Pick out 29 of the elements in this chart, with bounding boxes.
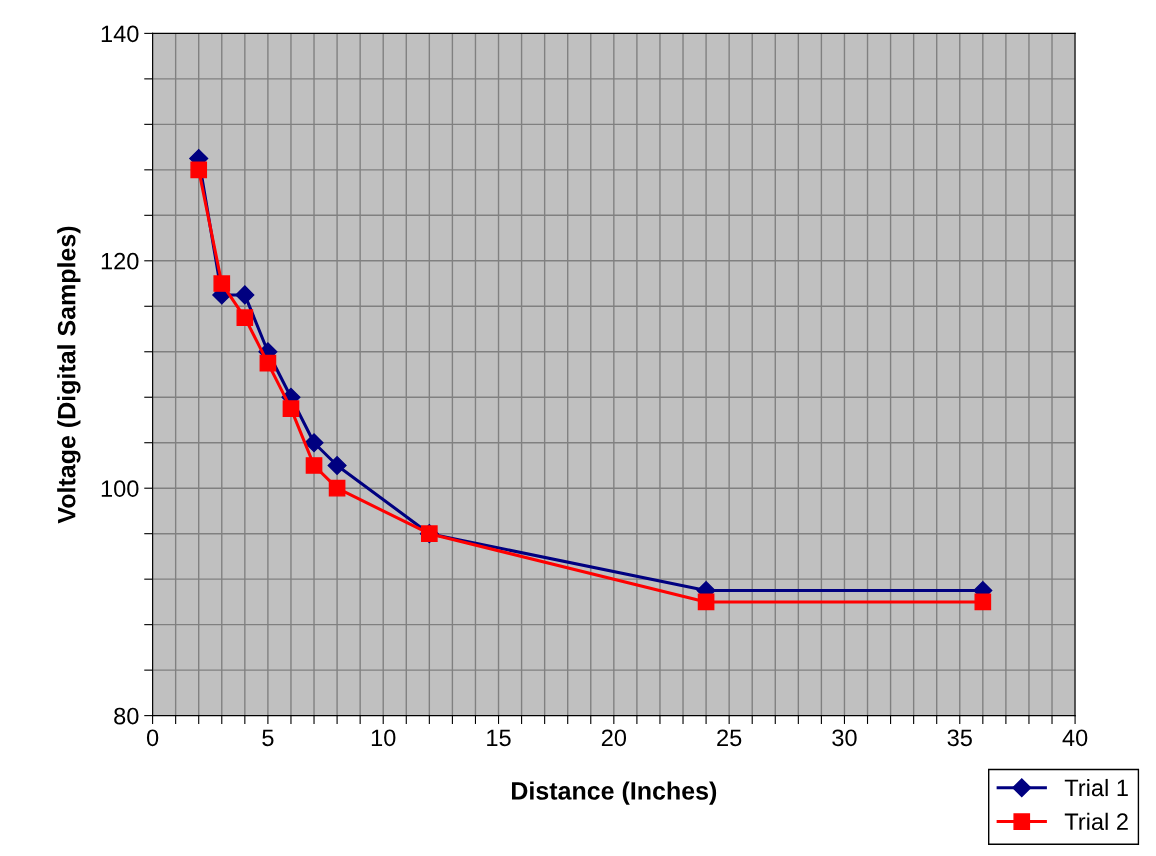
x-tick-label: 40 — [1062, 729, 1088, 747]
x-tick-label: 15 — [487, 729, 511, 747]
x-tick-label: 20 — [601, 729, 627, 747]
point — [304, 433, 324, 453]
point — [282, 400, 300, 417]
point — [236, 309, 254, 326]
x-tick-label: 5 — [262, 729, 274, 747]
y-tick-label: 80 — [114, 707, 139, 725]
point — [974, 593, 992, 611]
y-axis-title: Voltage (Digital Samples) — [57, 226, 81, 524]
legend-label: Trial 2 — [1064, 812, 1128, 831]
point — [697, 593, 715, 611]
y-tick-label: 120 — [101, 252, 139, 270]
point — [305, 457, 323, 474]
y-tick-label: 100 — [101, 480, 139, 497]
x-axis-title: Distance (Inches) — [512, 781, 717, 805]
point — [327, 455, 347, 475]
point — [259, 354, 277, 372]
legend-label: Trial 1 — [1064, 778, 1128, 797]
x-tick-label: 25 — [717, 729, 742, 747]
point — [190, 161, 208, 179]
x-tick-label: 10 — [371, 729, 396, 747]
x-tick-label: 30 — [832, 729, 857, 747]
point — [213, 275, 231, 292]
point — [328, 479, 346, 497]
y-tick-label: 140 — [101, 25, 139, 43]
x-tick-label: 35 — [947, 729, 972, 747]
x-tick-label: 0 — [146, 729, 159, 747]
point — [235, 285, 255, 305]
